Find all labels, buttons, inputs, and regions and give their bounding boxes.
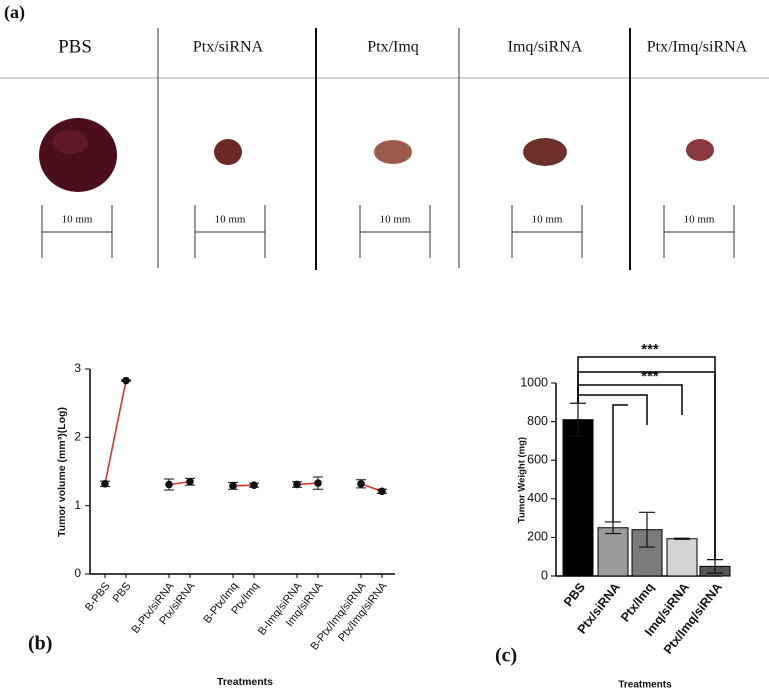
x-tick-label: PBS xyxy=(111,580,134,605)
y-tick-label: 600 xyxy=(527,452,548,466)
tumor-photo xyxy=(686,139,714,161)
error-bar xyxy=(570,402,586,437)
y-tick-label: 400 xyxy=(527,491,548,505)
bar xyxy=(597,527,629,577)
data-point xyxy=(250,481,258,489)
x-tick-label: Ptx/Imq/siRNA xyxy=(661,580,725,656)
data-line xyxy=(104,380,127,484)
data-point xyxy=(229,482,237,490)
tumor-photo xyxy=(374,140,412,164)
column-header: Imq/siRNA xyxy=(508,39,583,56)
x-tick-label: PBS xyxy=(561,580,588,609)
error-bar xyxy=(707,558,723,574)
data-point xyxy=(165,480,173,489)
data-point xyxy=(314,479,322,487)
scale-label: 10 mm xyxy=(380,214,411,226)
x-axis-title: Treatments xyxy=(217,676,273,688)
panel-label: (b) xyxy=(28,633,52,655)
column-header: Ptx/siRNA xyxy=(193,39,264,56)
data-point xyxy=(357,480,365,488)
y-tick-label: 800 xyxy=(527,414,548,428)
y-tick-label: 2 xyxy=(74,430,81,444)
error-bar xyxy=(674,537,690,540)
panel-a: (a) xyxy=(0,2,769,270)
scale-label: 10 mm xyxy=(532,214,563,226)
error-bar xyxy=(639,511,655,548)
significance-label: *** xyxy=(641,341,659,358)
tumor-photo xyxy=(523,138,567,166)
tumor-photo xyxy=(52,130,88,154)
y-tick-label: 3 xyxy=(74,361,81,375)
x-tick-label: B-PBS xyxy=(83,580,113,613)
data-point xyxy=(101,480,109,488)
panel-label: (a) xyxy=(4,2,25,23)
tumor-photo xyxy=(39,118,117,192)
column-header: Ptx/Imq xyxy=(367,39,419,56)
y-tick-label: 0 xyxy=(74,566,81,580)
scale-label: 10 mm xyxy=(62,214,93,226)
y-tick-label: 200 xyxy=(527,530,548,544)
panel-label: (c) xyxy=(495,645,517,667)
significance-bracket xyxy=(577,384,683,415)
significance-bracket xyxy=(612,404,628,522)
y-tick-label: 1 xyxy=(74,498,81,512)
y-axis-title: Tumor volume (mm³)(Log) xyxy=(56,407,68,537)
x-axis-title: Treatments xyxy=(618,680,672,691)
y-tick-label: 1000 xyxy=(520,375,548,389)
tumor-photo xyxy=(214,139,242,165)
data-point xyxy=(378,487,386,496)
column-header: Ptx/Imq/siRNA xyxy=(647,39,748,56)
significance-bracket xyxy=(577,394,648,425)
scale-label: 10 mm xyxy=(684,214,715,226)
data-point xyxy=(186,477,194,486)
data-point xyxy=(293,480,301,489)
error-bar xyxy=(605,521,621,535)
column-header: PBS xyxy=(58,36,92,57)
significance-label: *** xyxy=(641,368,659,385)
scale-label: 10 mm xyxy=(215,214,246,226)
bar xyxy=(562,419,594,577)
bar xyxy=(666,538,698,577)
data-point xyxy=(122,376,130,385)
y-tick-label: 0 xyxy=(541,568,548,582)
y-axis-title: Tumor Weight (mg) xyxy=(517,437,528,523)
